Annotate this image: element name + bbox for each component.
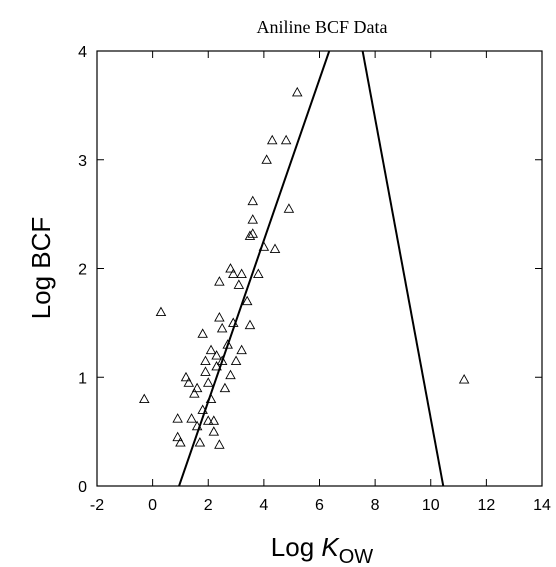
y-tick-label: 3 (78, 153, 87, 170)
y-axis-tick-labels: 0 1 2 3 4 (78, 44, 87, 496)
data-point (283, 203, 295, 213)
data-point (291, 86, 303, 97)
data-point (258, 241, 270, 251)
data-point (266, 134, 278, 145)
y-axis-ticks (97, 50, 542, 487)
data-point (172, 413, 183, 423)
data-point (200, 355, 211, 365)
data-point (200, 366, 211, 376)
data-point (216, 355, 228, 365)
data-point (208, 415, 220, 425)
plot-frame (96, 50, 543, 487)
x-tick-label: 10 (422, 497, 440, 514)
data-point (186, 413, 197, 423)
x-axis-tick-labels: -2 0 2 4 6 8 10 12 14 (90, 497, 551, 514)
data-point (244, 319, 256, 330)
data-point (269, 243, 281, 253)
y-tick-label: 2 (78, 262, 87, 279)
fit-line (178, 51, 331, 486)
y-tick-label: 1 (78, 370, 87, 387)
data-point (228, 317, 239, 327)
chart-title: Aniline BCF Data (257, 17, 388, 37)
data-point (205, 344, 217, 355)
data-point (214, 312, 225, 322)
data-point (214, 439, 225, 449)
data-point (175, 437, 186, 447)
data-point (183, 377, 195, 387)
y-tick-label: 4 (78, 44, 87, 61)
x-tick-label: 4 (259, 497, 268, 514)
x-tick-label: 12 (477, 497, 495, 514)
data-points (139, 86, 470, 449)
data-point (247, 195, 259, 206)
x-tick-label: 14 (533, 497, 551, 514)
data-point (139, 393, 150, 404)
data-point (458, 373, 470, 384)
data-point (191, 420, 203, 431)
data-point (197, 404, 208, 414)
data-point (225, 263, 236, 273)
data-point (202, 377, 214, 387)
data-point (236, 344, 247, 355)
y-axis-label: Log BCF (26, 217, 56, 320)
data-point (205, 393, 217, 404)
data-point (180, 371, 192, 382)
x-axis-ticks (96, 51, 543, 486)
data-point (230, 355, 242, 365)
data-point (228, 268, 239, 278)
data-point (155, 306, 167, 317)
x-tick-label: 0 (148, 497, 157, 514)
fit-line (361, 51, 445, 486)
data-point (208, 426, 220, 436)
data-point (244, 230, 256, 240)
x-tick-label: -2 (90, 497, 104, 514)
fit-lines (178, 51, 445, 486)
data-point (225, 369, 236, 380)
data-point (280, 134, 292, 145)
data-point (197, 328, 208, 338)
y-tick-label: 0 (78, 479, 87, 496)
data-point (247, 214, 259, 224)
data-point (172, 431, 183, 442)
data-point (189, 388, 200, 398)
data-point (211, 350, 222, 360)
x-tick-label: 8 (371, 497, 380, 514)
data-point (233, 279, 245, 289)
data-point (191, 382, 203, 393)
data-point (214, 276, 225, 286)
x-tick-label: 2 (204, 497, 213, 514)
data-point (216, 322, 228, 333)
data-point (253, 268, 264, 278)
data-point (219, 382, 231, 393)
data-point (261, 154, 272, 164)
data-point (194, 437, 206, 447)
x-tick-label: 6 (315, 497, 324, 514)
x-axis-label: Log KOW (271, 532, 374, 567)
data-point (247, 228, 259, 238)
data-point (241, 295, 253, 306)
data-point (236, 268, 247, 278)
data-point (202, 415, 214, 425)
data-point (222, 339, 233, 349)
data-point (211, 360, 222, 371)
